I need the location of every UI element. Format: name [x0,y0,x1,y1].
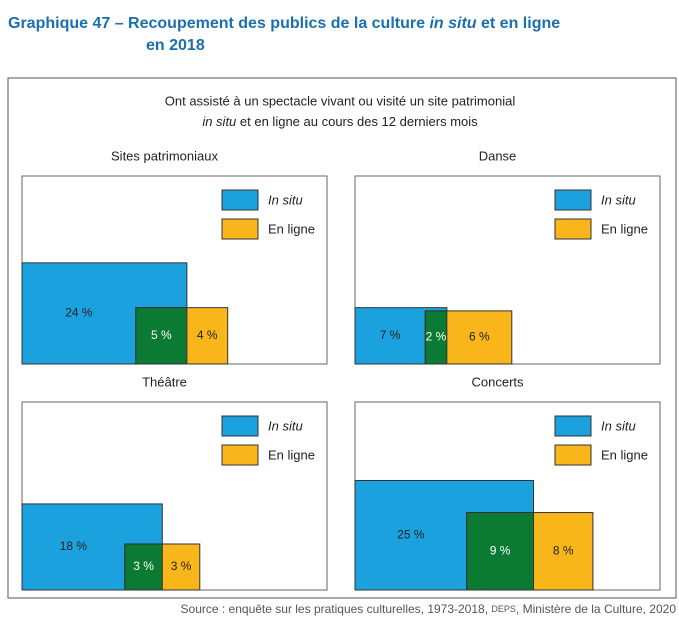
value-label: 4 % [197,328,218,342]
panel-title: Théâtre [142,374,187,389]
legend-label: En ligne [268,221,315,236]
value-label: 6 % [469,330,490,344]
source-part: Source : enquête sur les pratiques cultu… [181,602,492,616]
value-label: 3 % [133,559,154,573]
source-part: DEPS [491,604,516,614]
overlap-area [124,543,163,591]
source: Source : enquête sur les pratiques cultu… [181,602,677,616]
legend-label: In situ [601,192,636,207]
value-label: 2 % [426,330,447,344]
legend-label: In situ [601,418,636,433]
legend-label: In situ [268,418,303,433]
title-part: Graphique 47 – Recoupement des publics d… [8,15,429,32]
value-label: 24 % [65,306,93,320]
value-label: 25 % [397,527,425,541]
legend-label: En ligne [601,221,648,236]
legend-swatch [554,218,592,240]
subtitle: in situ et en ligne au cours des 12 dern… [202,114,478,129]
overlap-area [135,307,188,365]
overlap-area [424,310,448,365]
value-label: 7 % [380,328,401,342]
legend-swatch [221,415,259,437]
panel-title: Concerts [471,374,524,389]
title-part: et en ligne [477,15,561,32]
subtitle-part: in situ [202,114,236,129]
legend-label: En ligne [601,447,648,462]
value-label: 3 % [171,559,192,573]
legend-label: In situ [268,192,303,207]
page-title: en 2018 [146,37,205,54]
legend-swatch [221,189,259,211]
subtitle-part: et en ligne au cours des 12 derniers moi… [236,114,478,129]
panel-title: Danse [479,148,517,163]
legend-swatch [554,189,592,211]
legend-label: En ligne [268,447,315,462]
title-part: in situ [429,15,476,32]
panel-title: Sites patrimoniaux [111,148,218,163]
value-label: 18 % [60,539,88,553]
subtitle: Ont assisté à un spectacle vivant ou vis… [165,93,516,108]
value-label: 9 % [490,543,511,557]
frame [7,77,677,599]
value-label: 8 % [553,543,574,557]
legend-swatch [221,218,259,240]
overlap-area [466,512,535,591]
source-part: , Ministère de la Culture, 2020 [516,602,676,616]
legend-swatch [221,444,259,466]
value-label: 5 % [151,328,172,342]
legend-swatch [554,444,592,466]
legend-swatch [554,415,592,437]
page-title: Graphique 47 – Recoupement des publics d… [8,15,560,32]
